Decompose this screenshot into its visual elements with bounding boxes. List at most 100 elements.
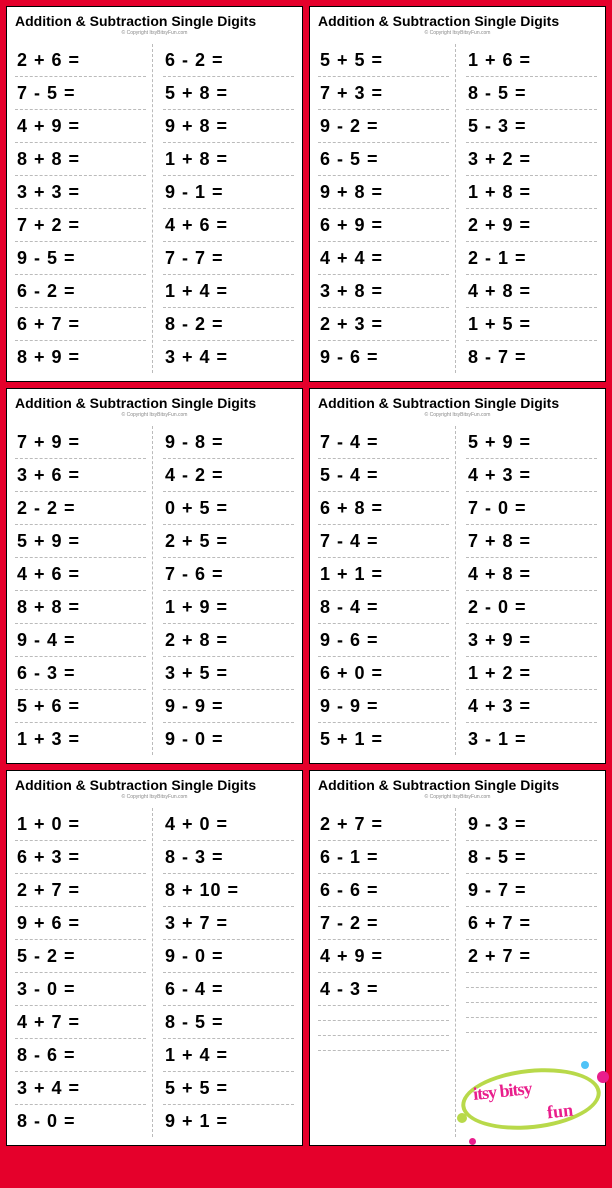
problem: 5 + 6 = <box>15 690 146 723</box>
problem: 3 + 2 = <box>466 143 597 176</box>
worksheet-subtitle: © Copyright ItsyBitsyFun.com <box>318 30 597 38</box>
problem: 4 + 6 = <box>163 209 294 242</box>
problem: 7 + 8 = <box>466 525 597 558</box>
problem: 1 + 4 = <box>163 275 294 308</box>
problem <box>466 1033 597 1047</box>
problem: 5 - 3 = <box>466 110 597 143</box>
problem: 8 - 4 = <box>318 591 449 624</box>
problem: 7 + 3 = <box>318 77 449 110</box>
worksheet-4: Addition & Subtraction Single Digits © C… <box>309 388 606 764</box>
problem: 3 + 4 = <box>163 341 294 373</box>
problem: 2 + 8 = <box>163 624 294 657</box>
problem <box>318 1036 449 1051</box>
problem: 9 - 9 = <box>318 690 449 723</box>
worksheet-1: Addition & Subtraction Single Digits © C… <box>6 6 303 382</box>
problem: 6 - 2 = <box>163 44 294 77</box>
columns: 7 + 9 = 3 + 6 = 2 - 2 = 5 + 9 = 4 + 6 = … <box>15 426 294 755</box>
problem: 2 + 6 = <box>15 44 146 77</box>
worksheet-title: Addition & Subtraction Single Digits <box>15 777 294 793</box>
col-right: 1 + 6 = 8 - 5 = 5 - 3 = 3 + 2 = 1 + 8 = … <box>466 44 597 373</box>
problem: 4 + 9 = <box>15 110 146 143</box>
worksheet-subtitle: © Copyright ItsyBitsyFun.com <box>318 794 597 802</box>
problem: 1 + 8 = <box>163 143 294 176</box>
problem: 5 - 2 = <box>15 940 146 973</box>
problem: 8 + 9 = <box>15 341 146 373</box>
problem: 4 + 7 = <box>15 1006 146 1039</box>
problem: 9 - 6 = <box>318 624 449 657</box>
problem: 9 + 8 = <box>318 176 449 209</box>
problem: 4 + 9 = <box>318 940 449 973</box>
problem: 9 - 9 = <box>163 690 294 723</box>
problem: 1 + 2 = <box>466 657 597 690</box>
problem: 4 + 0 = <box>163 808 294 841</box>
problem: 8 + 10 = <box>163 874 294 907</box>
problem: 5 + 1 = <box>318 723 449 755</box>
problem: 6 - 5 = <box>318 143 449 176</box>
problem: 3 - 0 = <box>15 973 146 1006</box>
col-right: 5 + 9 = 4 + 3 = 7 - 0 = 7 + 8 = 4 + 8 = … <box>466 426 597 755</box>
problem: 3 + 3 = <box>15 176 146 209</box>
worksheet-subtitle: © Copyright ItsyBitsyFun.com <box>15 30 294 38</box>
col-right: 6 - 2 = 5 + 8 = 9 + 8 = 1 + 8 = 9 - 1 = … <box>163 44 294 373</box>
problem <box>466 1003 597 1018</box>
problem: 3 + 9 = <box>466 624 597 657</box>
problem: 4 + 8 = <box>466 558 597 591</box>
problem: 9 - 5 = <box>15 242 146 275</box>
problem: 3 + 5 = <box>163 657 294 690</box>
problem: 9 - 4 = <box>15 624 146 657</box>
problem: 1 + 0 = <box>15 808 146 841</box>
problem: 7 + 9 = <box>15 426 146 459</box>
problem: 8 - 0 = <box>15 1105 146 1137</box>
problem: 9 + 6 = <box>15 907 146 940</box>
problem: 5 + 5 = <box>318 44 449 77</box>
col-right: 9 - 8 = 4 - 2 = 0 + 5 = 2 + 5 = 7 - 6 = … <box>163 426 294 755</box>
problem: 1 + 6 = <box>466 44 597 77</box>
worksheet-grid: Addition & Subtraction Single Digits © C… <box>6 6 606 1146</box>
problem: 4 + 3 = <box>466 690 597 723</box>
problem: 6 + 0 = <box>318 657 449 690</box>
columns: 5 + 5 = 7 + 3 = 9 - 2 = 6 - 5 = 9 + 8 = … <box>318 44 597 373</box>
col-right: 4 + 0 = 8 - 3 = 8 + 10 = 3 + 7 = 9 - 0 =… <box>163 808 294 1137</box>
problem: 8 - 6 = <box>15 1039 146 1072</box>
dot-icon <box>457 1113 467 1123</box>
problem: 8 + 8 = <box>15 591 146 624</box>
problem: 4 + 8 = <box>466 275 597 308</box>
problem <box>466 973 597 988</box>
problem <box>318 1021 449 1036</box>
problem: 9 - 6 = <box>318 341 449 373</box>
problem: 2 + 7 = <box>15 874 146 907</box>
col-left: 7 - 4 = 5 - 4 = 6 + 8 = 7 - 4 = 1 + 1 = … <box>318 426 456 755</box>
problem: 2 + 3 = <box>318 308 449 341</box>
columns: 2 + 6 = 7 - 5 = 4 + 9 = 8 + 8 = 3 + 3 = … <box>15 44 294 373</box>
problem: 7 - 2 = <box>318 907 449 940</box>
problem: 7 - 4 = <box>318 426 449 459</box>
problem: 3 + 4 = <box>15 1072 146 1105</box>
col-left: 2 + 7 = 6 - 1 = 6 - 6 = 7 - 2 = 4 + 9 = … <box>318 808 456 1137</box>
problem: 8 - 2 = <box>163 308 294 341</box>
worksheet-subtitle: © Copyright ItsyBitsyFun.com <box>15 412 294 420</box>
problem: 9 - 1 = <box>163 176 294 209</box>
worksheet-title: Addition & Subtraction Single Digits <box>318 395 597 411</box>
problem: 6 - 2 = <box>15 275 146 308</box>
problem: 4 + 4 = <box>318 242 449 275</box>
col-left: 7 + 9 = 3 + 6 = 2 - 2 = 5 + 9 = 4 + 6 = … <box>15 426 153 755</box>
problem: 7 + 2 = <box>15 209 146 242</box>
problem: 1 + 3 = <box>15 723 146 755</box>
worksheet-subtitle: © Copyright ItsyBitsyFun.com <box>318 412 597 420</box>
problem: 6 + 3 = <box>15 841 146 874</box>
problem: 5 + 9 = <box>15 525 146 558</box>
problem: 9 - 0 = <box>163 723 294 755</box>
problem: 1 + 9 = <box>163 591 294 624</box>
worksheet-title: Addition & Subtraction Single Digits <box>15 13 294 29</box>
problem: 2 - 2 = <box>15 492 146 525</box>
problem: 7 - 7 = <box>163 242 294 275</box>
problem: 4 - 2 = <box>163 459 294 492</box>
problem <box>318 1006 449 1021</box>
problem: 2 - 0 = <box>466 591 597 624</box>
worksheet-2: Addition & Subtraction Single Digits © C… <box>309 6 606 382</box>
problem <box>466 1018 597 1033</box>
col-left: 2 + 6 = 7 - 5 = 4 + 9 = 8 + 8 = 3 + 3 = … <box>15 44 153 373</box>
problem: 6 + 7 = <box>466 907 597 940</box>
problem: 1 + 5 = <box>466 308 597 341</box>
problem: 4 - 3 = <box>318 973 449 1006</box>
